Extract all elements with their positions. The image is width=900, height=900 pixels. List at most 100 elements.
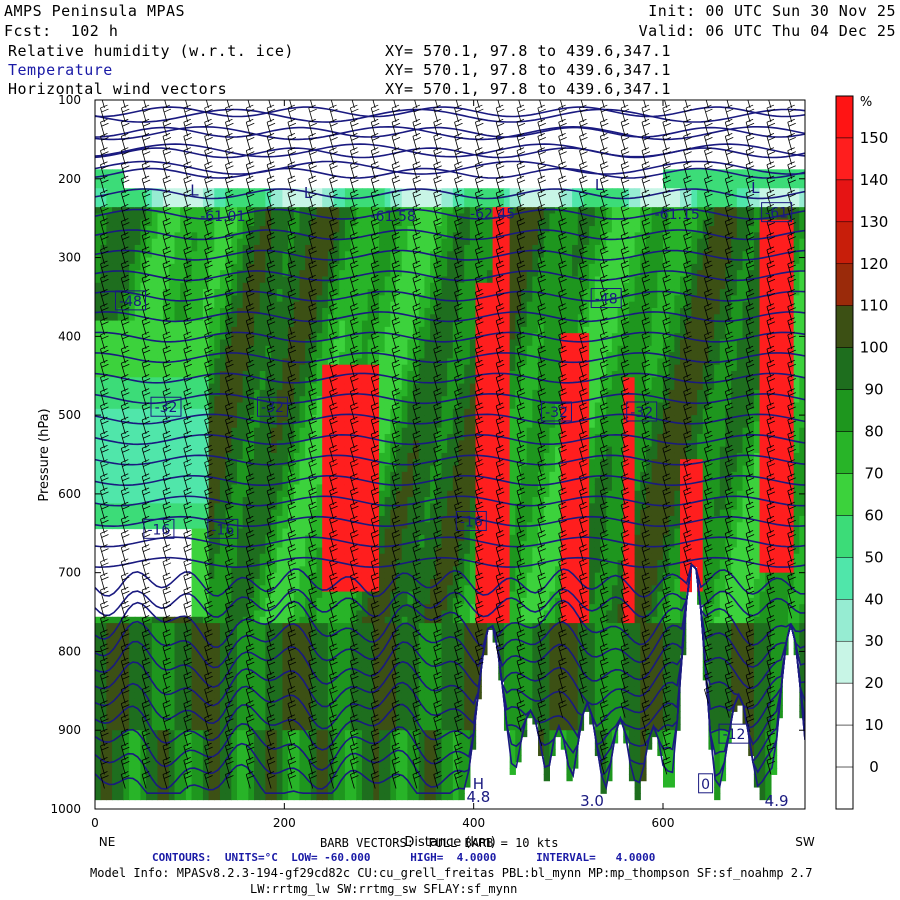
temperature-contour xyxy=(95,556,805,569)
wind-barb xyxy=(558,374,567,392)
wind-barb xyxy=(766,331,776,350)
wind-barb xyxy=(122,100,126,108)
wind-barb xyxy=(412,274,422,293)
wind-barb xyxy=(599,274,609,293)
wind-barb xyxy=(162,487,172,506)
wind-barb xyxy=(579,530,588,548)
wind-barb xyxy=(766,572,776,591)
wind-barb xyxy=(412,374,422,392)
contour-label: -16 xyxy=(207,518,239,539)
wind-barb xyxy=(225,359,234,378)
wind-barb xyxy=(474,246,484,264)
wind-barb xyxy=(662,544,671,562)
wind-barb xyxy=(225,374,234,392)
wind-barb xyxy=(766,147,776,165)
wind-barb xyxy=(287,459,297,477)
wind-barb xyxy=(162,147,172,165)
temperature-contour xyxy=(95,475,805,487)
wind-barb xyxy=(287,756,297,775)
wind-barb xyxy=(433,487,442,506)
wind-barb xyxy=(641,643,651,662)
wind-barb xyxy=(474,374,484,392)
wind-barb xyxy=(579,203,588,222)
wind-barb xyxy=(724,643,734,662)
wind-barb xyxy=(620,572,630,591)
wind-barb xyxy=(579,459,588,477)
x-axis-label: Distance (km) xyxy=(404,835,495,850)
wind-barb xyxy=(100,345,109,364)
wind-barb xyxy=(766,359,776,378)
wind-barb xyxy=(100,274,109,293)
wind-barb xyxy=(433,218,442,236)
wind-barb xyxy=(641,515,651,534)
wind-barb xyxy=(287,147,297,165)
wind-barb xyxy=(391,402,401,420)
temperature-contour xyxy=(95,108,805,123)
wind-barb xyxy=(141,388,151,406)
wind-barb xyxy=(662,218,671,236)
wind-barb xyxy=(245,203,255,222)
wind-barb xyxy=(412,657,422,676)
wind-barb xyxy=(350,714,359,732)
wind-barb xyxy=(433,445,442,463)
wind-barb xyxy=(787,430,796,449)
wind-barb xyxy=(183,445,192,463)
wind-barb xyxy=(287,487,297,506)
wind-barb xyxy=(350,615,359,633)
wind-barb xyxy=(183,544,192,562)
wind-barb xyxy=(308,515,317,534)
wind-barb xyxy=(641,260,651,279)
wind-barb xyxy=(370,430,380,449)
wind-barb xyxy=(225,147,234,165)
field-temperature-label: Temperature xyxy=(8,61,113,79)
wind-barb xyxy=(537,572,546,591)
wind-barb xyxy=(350,303,359,321)
wind-barb xyxy=(454,671,463,690)
wind-barb xyxy=(745,558,755,576)
wind-barb xyxy=(370,473,380,491)
wind-barb xyxy=(724,558,734,576)
wind-barb xyxy=(370,629,380,647)
wind-barb xyxy=(162,359,172,378)
wind-barb xyxy=(766,544,776,562)
wind-barb xyxy=(329,501,338,520)
wind-barb xyxy=(391,260,401,279)
wind-barb xyxy=(724,189,734,208)
wind-barb xyxy=(412,473,422,491)
wind-barb xyxy=(141,374,151,392)
wind-barb xyxy=(120,714,130,732)
wind-barb xyxy=(516,359,526,378)
wind-barb xyxy=(474,572,484,591)
wind-barb xyxy=(433,615,442,633)
wind-barb xyxy=(662,374,671,392)
wind-barb xyxy=(204,416,213,435)
wind-barb xyxy=(724,530,734,548)
wind-barb xyxy=(766,657,776,676)
wind-barb xyxy=(433,473,442,491)
temperature-contour xyxy=(95,106,805,118)
wind-barb xyxy=(141,345,151,364)
wind-barb xyxy=(391,586,401,605)
temperature-contour xyxy=(95,562,805,794)
wind-barb xyxy=(599,104,609,123)
colorbar-swatch xyxy=(835,221,854,265)
wind-barb xyxy=(370,246,380,264)
wind-barb xyxy=(204,430,213,449)
wind-barb xyxy=(391,629,401,647)
wind-barb xyxy=(787,317,796,335)
wind-barb xyxy=(391,289,401,307)
wind-barb xyxy=(599,501,609,520)
colorbar-tick-label: 80 xyxy=(864,423,883,441)
wind-barb xyxy=(308,487,317,506)
wind-barb xyxy=(350,501,359,520)
rh-shading xyxy=(95,169,805,801)
wind-barb xyxy=(391,445,401,463)
wind-barb xyxy=(495,629,505,647)
wind-barb xyxy=(391,388,401,406)
wind-barb xyxy=(141,203,151,222)
wind-barb xyxy=(183,232,192,250)
wind-barb xyxy=(287,728,297,747)
wind-barb xyxy=(162,260,172,279)
wind-barb xyxy=(599,289,609,307)
wind-barb xyxy=(204,473,213,491)
